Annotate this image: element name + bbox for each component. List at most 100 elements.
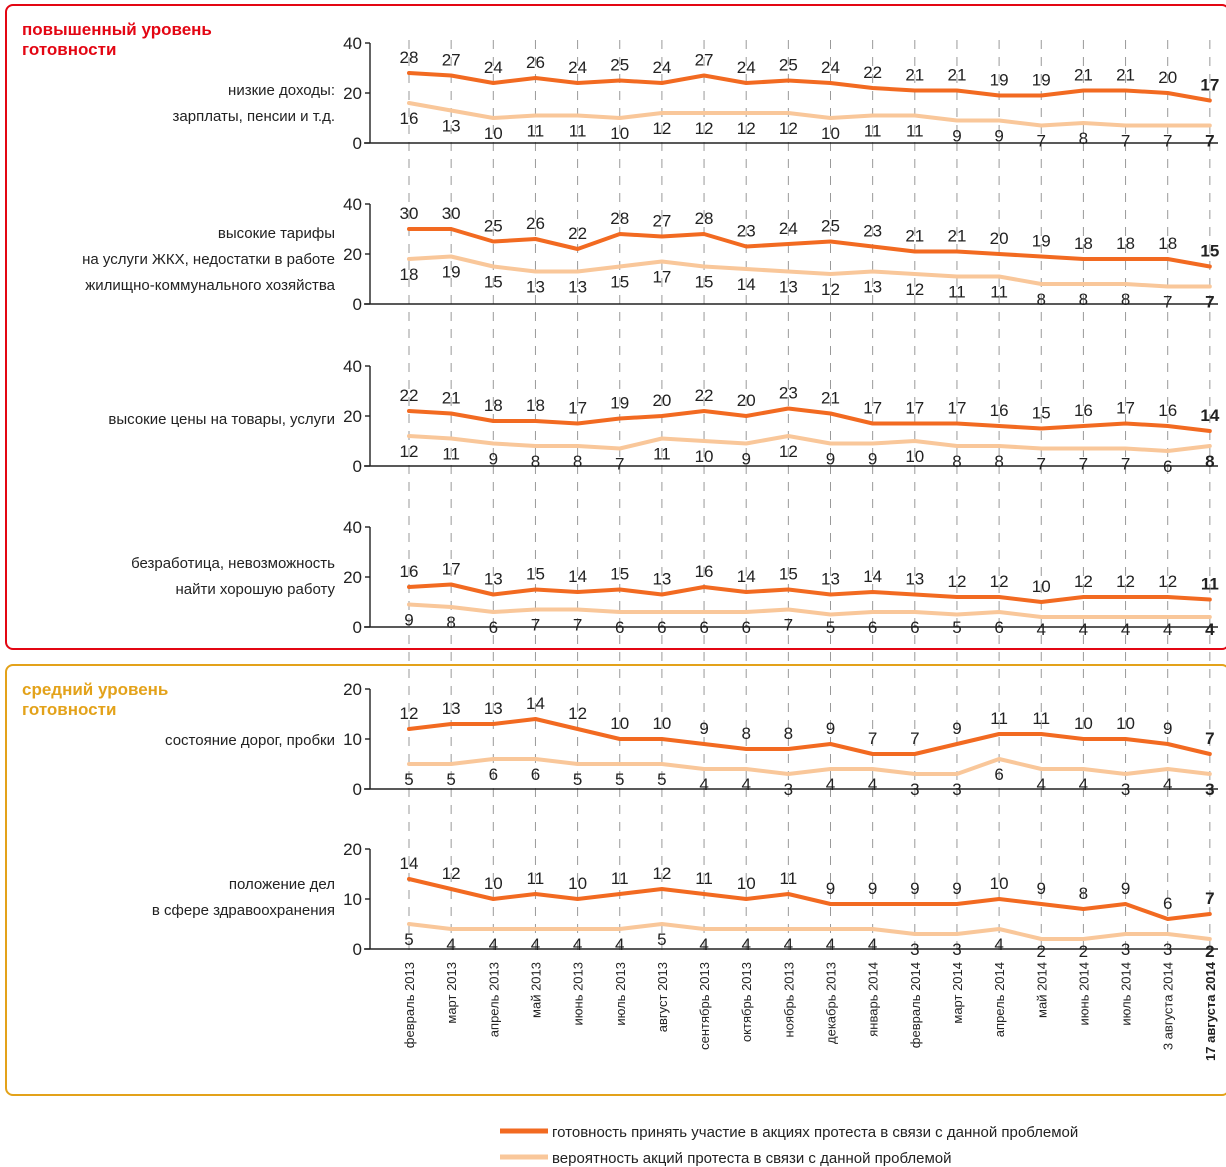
x-tick-label: август 2013 xyxy=(655,962,670,1032)
data-label-readiness: 19 xyxy=(990,71,1009,90)
series-probability-line xyxy=(407,602,1212,619)
data-label-readiness: 23 xyxy=(863,222,882,241)
y-tick-label: 20 xyxy=(343,840,362,859)
data-label-probability: 12 xyxy=(652,119,671,138)
data-label-readiness: 17 xyxy=(568,399,587,418)
legend-label: вероятность акций протеста в связи с дан… xyxy=(552,1150,952,1167)
data-label-readiness: 14 xyxy=(863,567,882,586)
series-probability-line xyxy=(407,922,1212,941)
data-label-readiness: 8 xyxy=(1079,884,1088,903)
data-label-probability: 8 xyxy=(1079,129,1088,148)
data-label-probability: 7 xyxy=(1079,455,1088,474)
data-label-readiness: 25 xyxy=(779,56,798,75)
panel-label: в сфере здравоохранения xyxy=(152,902,335,919)
data-label-readiness: 9 xyxy=(952,719,961,738)
data-label-probability: 4 xyxy=(489,935,498,954)
data-label-probability: 11 xyxy=(569,122,587,141)
data-label-probability: 11 xyxy=(442,445,460,464)
data-label-readiness: 28 xyxy=(610,209,629,228)
data-label-readiness: 30 xyxy=(442,204,461,223)
x-tick-label: ноябрь 2013 xyxy=(781,962,796,1037)
data-label-probability: 3 xyxy=(952,780,961,799)
data-label-readiness: 17 xyxy=(863,399,882,418)
data-label-readiness: 11 xyxy=(611,869,629,888)
data-label-readiness: 13 xyxy=(821,570,840,589)
data-label-probability: 10 xyxy=(695,447,714,466)
data-label-readiness: 9 xyxy=(910,879,919,898)
data-label-readiness: 23 xyxy=(737,222,756,241)
data-label-probability: 4 xyxy=(1163,775,1172,794)
x-tick-label: сентябрь 2013 xyxy=(697,962,712,1050)
series-readiness-line xyxy=(407,582,1212,604)
data-label-probability: 5 xyxy=(404,770,413,789)
data-label-probability: 6 xyxy=(1163,457,1172,476)
data-label-readiness: 14 xyxy=(1200,406,1219,425)
y-tick-label: 0 xyxy=(353,780,362,799)
data-label-readiness: 19 xyxy=(1032,232,1051,251)
medium-readiness-title-line-2: готовности xyxy=(22,700,117,719)
data-label-readiness: 24 xyxy=(737,58,756,77)
data-label-probability: 2 xyxy=(1037,942,1046,961)
y-tick-label: 10 xyxy=(343,730,362,749)
data-label-probability: 13 xyxy=(779,278,798,297)
x-tick-label: октябрь 2013 xyxy=(739,962,754,1042)
y-tick-label: 0 xyxy=(353,940,362,959)
panel-label: жилищно-коммунального хозяйства xyxy=(85,277,335,294)
data-label-readiness: 22 xyxy=(400,386,419,405)
data-label-readiness: 30 xyxy=(400,204,419,223)
data-label-probability: 5 xyxy=(446,770,455,789)
data-label-readiness: 9 xyxy=(699,719,708,738)
data-label-readiness: 21 xyxy=(1074,66,1093,85)
data-label-readiness: 16 xyxy=(400,562,419,581)
data-label-probability: 3 xyxy=(1205,780,1214,799)
x-tick-label: июль 2014 xyxy=(1119,962,1134,1026)
series-readiness-line xyxy=(407,406,1212,433)
data-label-readiness: 28 xyxy=(400,48,419,67)
data-label-readiness: 15 xyxy=(779,565,798,584)
data-label-readiness: 25 xyxy=(484,217,503,236)
data-label-readiness: 12 xyxy=(1158,572,1177,591)
x-tick-label: январь 2014 xyxy=(866,962,881,1037)
data-label-probability: 12 xyxy=(695,119,714,138)
data-label-readiness: 18 xyxy=(484,396,503,415)
panel-label: безработица, невозможность xyxy=(131,555,335,572)
data-label-readiness: 13 xyxy=(484,699,503,718)
data-label-probability: 4 xyxy=(615,935,624,954)
data-label-probability: 5 xyxy=(826,618,835,637)
data-label-probability: 4 xyxy=(573,935,582,954)
data-label-readiness: 14 xyxy=(526,694,545,713)
series-probability-line xyxy=(407,757,1212,776)
data-label-readiness: 15 xyxy=(526,565,545,584)
data-label-readiness: 9 xyxy=(826,879,835,898)
y-tick-label: 20 xyxy=(343,407,362,426)
data-label-readiness: 19 xyxy=(610,394,629,413)
data-label-probability: 5 xyxy=(657,930,666,949)
data-label-readiness: 18 xyxy=(526,396,545,415)
x-tick-label: апрель 2014 xyxy=(992,962,1007,1037)
data-label-probability: 9 xyxy=(826,450,835,469)
data-label-probability: 17 xyxy=(652,268,671,287)
data-label-readiness: 20 xyxy=(1158,68,1177,87)
data-label-readiness: 17 xyxy=(905,399,924,418)
y-tick-label: 0 xyxy=(353,618,362,637)
data-label-probability: 9 xyxy=(741,450,750,469)
series-probability-line xyxy=(407,434,1212,453)
data-label-probability: 5 xyxy=(404,930,413,949)
series-readiness-line xyxy=(407,227,1212,269)
data-label-readiness: 17 xyxy=(947,399,966,418)
data-label-probability: 12 xyxy=(400,442,419,461)
data-label-readiness: 16 xyxy=(1158,401,1177,420)
panel-label: найти хорошую работу xyxy=(175,581,335,598)
data-label-probability: 8 xyxy=(1205,452,1214,471)
panel-label: на услуги ЖКХ, недостатки в работе xyxy=(82,251,335,268)
data-label-readiness: 21 xyxy=(905,227,924,246)
medium-readiness-title: средний уровень готовности xyxy=(22,680,168,720)
data-label-readiness: 21 xyxy=(821,389,840,408)
data-label-readiness: 20 xyxy=(652,391,671,410)
data-label-readiness: 18 xyxy=(1158,234,1177,253)
data-label-probability: 2 xyxy=(1205,942,1214,961)
data-label-probability: 3 xyxy=(784,780,793,799)
data-label-probability: 11 xyxy=(653,445,671,464)
data-label-readiness: 10 xyxy=(990,874,1009,893)
data-label-probability: 7 xyxy=(1121,455,1130,474)
